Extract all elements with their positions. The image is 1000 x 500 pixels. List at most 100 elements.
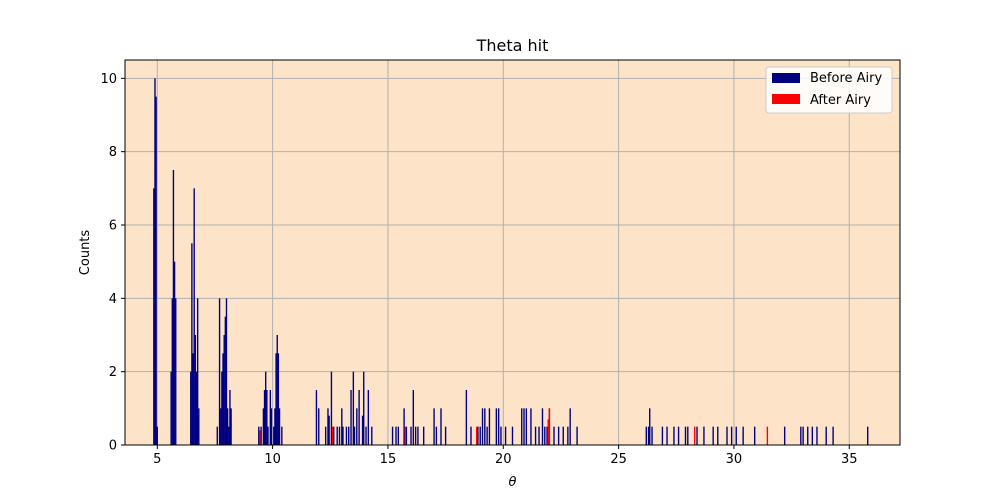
bar-before-airy [735,426,737,445]
y-tick-label: 6 [109,219,117,234]
bar-before-airy [486,426,488,445]
bar-before-airy [541,408,544,445]
bar-before-airy [338,426,341,445]
bar-before-airy [647,426,650,445]
bar-before-airy [703,426,705,445]
bar-before-airy [353,426,356,445]
bar-before-airy [345,426,348,445]
bar-before-airy [666,426,668,445]
bar-before-airy [395,426,397,445]
bar-before-airy [534,426,537,445]
bar-before-airy [154,78,156,445]
bar-before-airy [330,371,333,445]
bar-before-airy [224,316,227,445]
bar-before-airy [315,390,318,445]
bar-before-airy [350,390,352,445]
x-tick-label: 10 [264,452,281,467]
bar-before-airy [196,298,199,445]
bar-before-airy [267,426,269,445]
bar-before-airy [193,188,195,446]
bar-before-airy [194,335,197,445]
bar-before-airy [223,335,225,445]
legend-swatch-before-airy [772,73,800,83]
bar-before-airy [276,335,278,445]
bar-before-airy [274,408,276,445]
bar-before-airy [278,408,281,445]
bar-before-airy [832,426,834,445]
bar-before-airy [352,371,355,445]
legend-swatch-after-airy [772,94,800,104]
bar-before-airy [567,426,569,445]
bar-before-airy [391,426,394,445]
bar-after-airy [694,426,696,445]
bar-before-airy [195,371,198,445]
bar-before-airy [222,353,224,445]
bar-before-airy [684,426,687,445]
bar-before-airy [440,408,442,445]
bar-before-airy [576,426,578,445]
bar-before-airy [800,426,802,445]
bar-before-airy [807,426,809,445]
bar-before-airy [742,426,744,445]
bar-before-airy [687,426,689,445]
y-tick-label: 10 [100,72,117,87]
bar-before-airy [470,426,472,445]
bar-before-airy [156,426,158,445]
bar-before-airy [230,408,232,445]
bar-before-airy [414,426,417,445]
bar-before-airy [753,426,756,445]
legend-label-after-airy: After Airy [810,93,871,108]
bar-before-airy [336,426,338,445]
bar-before-airy [726,426,728,445]
bar-before-airy [198,408,200,445]
y-tick-label: 0 [109,439,117,454]
bar-before-airy [479,426,481,445]
bar-before-airy [318,408,320,445]
bar-before-airy [511,426,514,445]
bar-before-airy [645,426,647,445]
bar-before-airy [220,408,222,445]
bar-before-airy [397,426,400,445]
bar-before-airy [444,426,447,445]
bar-after-airy [766,426,769,445]
bar-before-airy [504,426,507,445]
bar-before-airy [569,408,571,445]
bar-before-airy [417,426,419,445]
bar-before-airy [365,426,367,445]
bar-before-airy [265,371,267,445]
bar-before-airy [488,408,491,445]
bar-before-airy [477,426,479,445]
bar-before-airy [525,408,528,445]
bar-before-airy [802,426,804,445]
bar-before-airy [530,408,532,445]
bar-before-airy [258,426,260,445]
bar-before-airy [412,390,415,445]
bar-before-airy [497,408,500,445]
bar-before-airy [816,426,818,445]
bar-before-airy [172,170,175,445]
bar-before-airy [730,426,733,445]
bar-before-airy [717,426,719,445]
bar-before-airy [262,408,265,445]
bar-before-airy [356,408,358,445]
bar-before-airy [170,371,172,445]
bar-after-airy [547,419,549,445]
bar-before-airy [673,426,675,445]
bar-before-airy [171,298,173,445]
bar-before-airy [266,390,268,445]
bar-before-airy [327,408,329,445]
x-tick-label: 30 [726,452,743,467]
x-tick-label: 35 [841,452,858,467]
bar-before-airy [423,426,425,445]
bar-before-airy [348,426,350,445]
bar-before-airy [538,426,540,445]
bar-before-airy [216,426,218,445]
x-tick-label: 25 [610,452,627,467]
plot-frame [124,59,901,446]
bar-before-airy [649,408,651,445]
bar-before-airy [371,426,373,445]
y-axis-label: Counts [78,230,93,276]
bar-before-airy [867,426,869,445]
bar-before-airy [190,371,192,445]
bar-before-airy [651,426,653,445]
